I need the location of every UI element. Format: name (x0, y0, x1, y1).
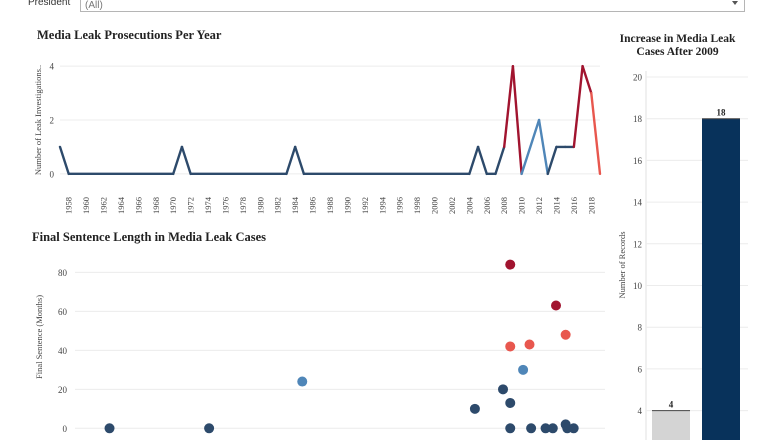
line-x-tick-label: 1980 (255, 197, 265, 214)
line-x-tick-label: 1960 (81, 197, 91, 214)
scatter-y-tick-label: 0 (63, 424, 68, 434)
bar-y-tick-label: 10 (633, 281, 643, 291)
scatter-point (540, 423, 551, 434)
line-y-tick-label: 0 (50, 169, 55, 179)
line-x-tick-label: 1982 (273, 197, 283, 214)
scatter-y-axis-label: Final Sentence (Months) (34, 295, 44, 379)
bar-y-tick-label: 4 (638, 406, 643, 416)
line-x-tick-label: 2008 (499, 197, 509, 214)
line-x-tick-label: 2010 (517, 197, 527, 214)
bar-after-2009 (702, 118, 740, 440)
bar-y-tick-label: 16 (633, 156, 643, 166)
scatter-point (551, 300, 562, 311)
line-x-tick-label: 1976 (220, 197, 230, 214)
bar-y-axis-label: Number of Records (617, 231, 627, 298)
scatter-point (204, 423, 215, 434)
president-filter-label: President (28, 0, 71, 8)
scatter-point (505, 341, 516, 352)
line-x-tick-label: 2018 (586, 197, 596, 214)
bar-before-2009 (652, 410, 690, 440)
president-filter-value: (All) (85, 0, 103, 11)
bar-chart-title: Increase in Media Leak Cases After 2009 (619, 33, 736, 58)
line-series-segment (468, 145, 480, 176)
line-x-tick-label: 1978 (238, 197, 248, 214)
line-x-tick-label: 1988 (325, 197, 335, 214)
line-series-segment (476, 145, 488, 176)
line-x-tick-label: 1992 (360, 197, 370, 214)
scatter-point (568, 423, 579, 434)
scatter-y-tick-label: 40 (58, 346, 68, 356)
bar-y-tick-label: 12 (633, 239, 642, 249)
line-series-segment (520, 118, 541, 176)
line-chart-title: Media Leak Prosecutions Per Year (37, 28, 222, 42)
scatter-point (498, 384, 509, 395)
scatter-point (526, 423, 537, 434)
scatter-point (505, 397, 516, 408)
line-series-segment (293, 145, 306, 176)
line-series-segment (511, 64, 523, 176)
line-series-segment (572, 64, 584, 149)
line-x-tick-label: 1958 (64, 197, 74, 214)
line-x-tick-label: 1990 (342, 197, 352, 214)
line-series-segment (581, 64, 593, 95)
scatter-point (560, 329, 571, 340)
president-filter-dropdown[interactable]: (All) (80, 0, 745, 12)
line-x-tick-label: 2004 (464, 196, 474, 214)
line-x-tick-label: 2014 (551, 196, 561, 214)
bar-value-label: 18 (717, 108, 727, 118)
scatter-y-tick-label: 20 (58, 385, 68, 395)
line-series-segment (180, 145, 192, 176)
scatter-chart-title: Final Sentence Length in Media Leak Case… (32, 230, 267, 244)
line-series-segment (285, 145, 297, 176)
scatter-y-tick-label: 60 (58, 307, 68, 317)
line-series-segment (502, 64, 515, 149)
line-x-tick-label: 1970 (168, 197, 178, 214)
line-x-tick-label: 1968 (151, 197, 161, 214)
line-x-tick-label: 2012 (534, 197, 544, 214)
bar-y-tick-label: 18 (633, 114, 643, 124)
line-y-axis-label: Number of Leak Investigations.. (33, 65, 43, 175)
line-x-tick-label: 1994 (377, 196, 387, 214)
line-x-tick-label: 1998 (412, 197, 422, 214)
scatter-y-tick-label: 80 (58, 268, 68, 278)
line-x-tick-label: 2016 (569, 197, 579, 214)
line-x-tick-label: 1996 (395, 197, 405, 214)
line-x-tick-label: 2006 (482, 197, 492, 214)
line-series-segment (590, 91, 602, 176)
line-series-segment (172, 145, 184, 176)
bar-y-tick-label: 8 (638, 323, 643, 333)
line-x-tick-label: 1964 (116, 196, 126, 214)
chevron-down-icon[interactable] (732, 1, 738, 5)
scatter-point (524, 339, 535, 350)
scatter-point (104, 423, 115, 434)
line-series-segment (546, 145, 558, 176)
bar-value-label: 4 (669, 400, 674, 410)
line-series-segment (494, 145, 506, 176)
line-x-tick-label: 1962 (99, 197, 109, 214)
line-x-tick-label: 2000 (430, 197, 440, 214)
line-series-segment (537, 118, 549, 176)
line-x-tick-label: 2002 (447, 197, 457, 214)
bar-y-tick-label: 14 (633, 198, 643, 208)
bar-y-tick-label: 6 (638, 364, 643, 374)
line-x-tick-label: 1986 (308, 197, 318, 214)
line-y-tick-label: 2 (50, 116, 55, 126)
line-x-tick-label: 1966 (133, 197, 143, 214)
scatter-point (505, 259, 516, 270)
scatter-point (518, 364, 529, 375)
line-x-tick-label: 1974 (203, 196, 213, 214)
bar-y-tick-label: 20 (633, 73, 643, 83)
line-series-segment (58, 145, 70, 176)
scatter-point (505, 423, 516, 434)
line-y-tick-label: 4 (50, 62, 55, 72)
scatter-point (297, 376, 308, 387)
scatter-point (469, 403, 480, 414)
line-x-tick-label: 1972 (186, 197, 196, 214)
scatter-point (547, 423, 558, 434)
line-x-tick-label: 1984 (290, 196, 300, 214)
